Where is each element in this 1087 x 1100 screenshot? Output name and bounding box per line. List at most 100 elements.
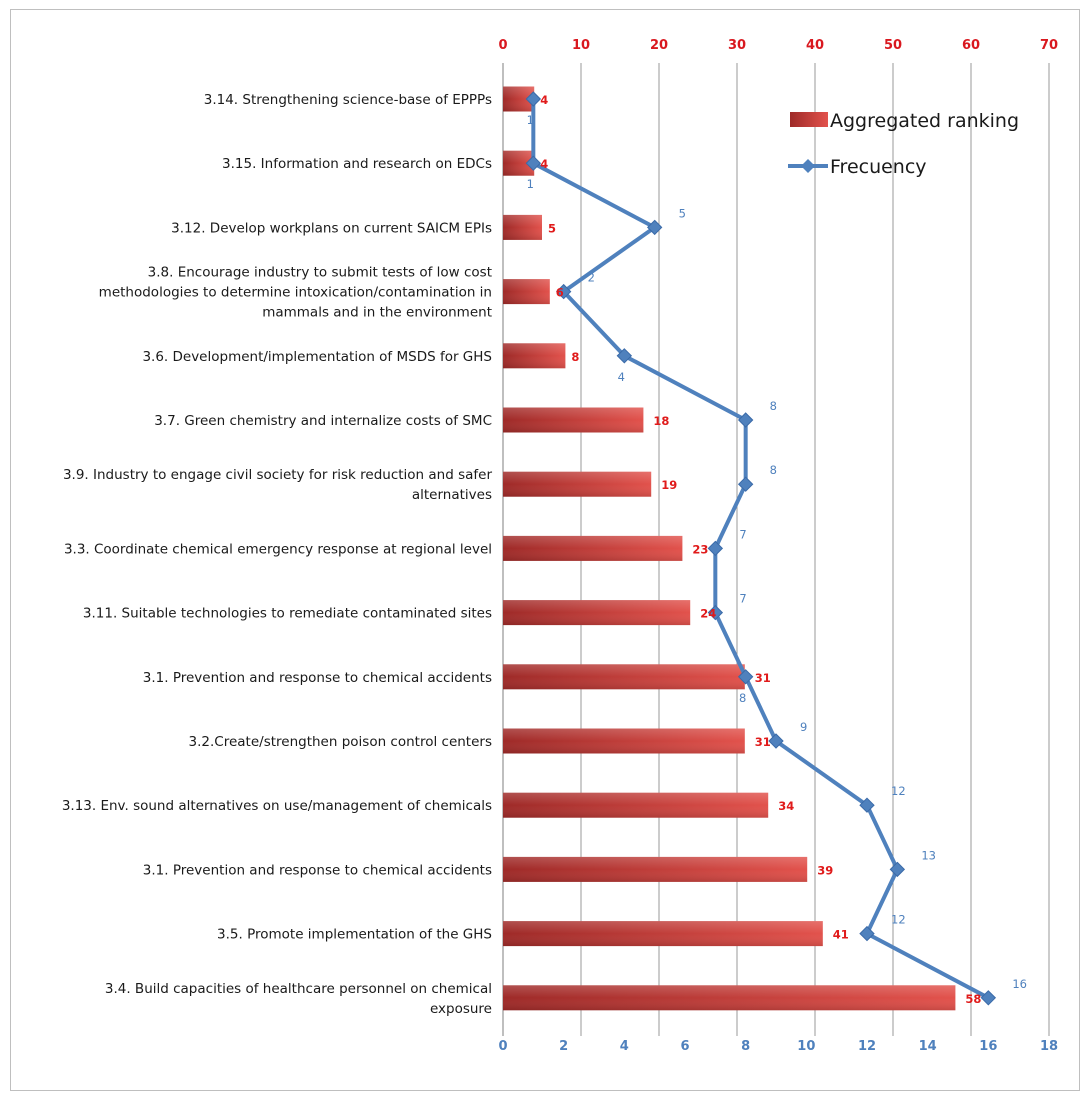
- point-value-label: 7: [739, 592, 746, 606]
- bar-shading: [503, 664, 745, 690]
- category-label: 3.3. Coordinate chemical emergency respo…: [64, 541, 492, 557]
- bottom-axis-tick-label: 6: [680, 1039, 689, 1054]
- point-value-label: 16: [1012, 977, 1027, 991]
- top-axis-tick-label: 70: [1040, 38, 1058, 53]
- bottom-axis-tick-label: 8: [741, 1039, 750, 1054]
- category-label: 3.2.Create/strengthen poison control cen…: [189, 734, 492, 750]
- category-label: 3.15. Information and research on EDCs: [222, 156, 492, 172]
- bar-value-label: 4: [540, 93, 548, 107]
- frecuency-marker: [707, 540, 724, 557]
- point-value-label: 12: [891, 913, 906, 927]
- category-label: 3.5. Promote implementation of the GHS: [217, 927, 492, 943]
- category-label: 3.9. Industry to engage civil society fo…: [63, 467, 492, 483]
- frecuency-marker: [707, 604, 724, 621]
- bar-shading: [503, 600, 691, 626]
- category-label: methodologies to determine intoxication/…: [99, 285, 492, 301]
- frecuency-marker: [525, 91, 542, 107]
- bottom-axis-tick-label: 18: [1040, 1039, 1058, 1054]
- point-value-label: 12: [891, 784, 906, 798]
- bar-shading: [503, 407, 644, 433]
- category-label: 3.4. Build capacities of healthcare pers…: [105, 981, 492, 997]
- top-axis-tick-label: 50: [884, 38, 902, 53]
- point-value-label: 9: [800, 720, 807, 734]
- frecuency-marker: [768, 733, 784, 749]
- frecuency-marker: [859, 925, 875, 942]
- category-label: alternatives: [412, 487, 492, 503]
- category-label: 3.6. Development/implementation of MSDS …: [142, 349, 492, 365]
- point-value-label: 8: [770, 463, 777, 477]
- frecuency-marker: [980, 990, 997, 1006]
- category-label: exposure: [430, 1001, 492, 1017]
- frecuency-marker: [525, 155, 542, 171]
- bar-value-label: 24: [700, 607, 716, 621]
- point-value-label: 7: [739, 527, 746, 541]
- bar-value-label: 19: [661, 478, 677, 492]
- point-value-label: 1: [527, 113, 534, 127]
- category-label: 3.1. Prevention and response to chemical…: [143, 862, 492, 878]
- bar-value-label: 4: [540, 157, 548, 171]
- bar-shading: [503, 343, 566, 369]
- point-value-label: 13: [921, 848, 936, 862]
- bottom-axis-tick-label: 14: [919, 1039, 937, 1054]
- frecuency-marker: [555, 283, 572, 300]
- bottom-axis-tick-label: 10: [797, 1039, 815, 1054]
- bar-value-label: 18: [653, 414, 669, 428]
- legend-label: Frecuency: [830, 156, 927, 178]
- bar-value-label: 34: [778, 799, 794, 813]
- frecuency-marker: [737, 412, 754, 428]
- top-axis-tick-label: 60: [962, 38, 980, 53]
- bottom-axis-tick-label: 12: [858, 1039, 876, 1054]
- top-axis-tick-label: 30: [728, 38, 746, 53]
- bar-value-label: 41: [833, 928, 849, 942]
- bar-shading: [503, 279, 550, 305]
- category-label: 3.13. Env. sound alternatives on use/man…: [62, 798, 492, 814]
- bottom-axis-tick-label: 16: [979, 1039, 997, 1054]
- bar-shading: [503, 471, 652, 497]
- bar-value-label: 23: [692, 542, 708, 556]
- bar-shading: [503, 792, 769, 818]
- bottom-axis-tick-label: 2: [559, 1039, 568, 1054]
- point-value-label: 1: [527, 177, 534, 191]
- bar-value-label: 31: [755, 735, 771, 749]
- frecuency-marker: [737, 476, 754, 492]
- category-label: 3.14. Strengthening science-base of EPPP…: [204, 92, 492, 108]
- category-label: 3.11. Suitable technologies to remediate…: [83, 606, 492, 622]
- frecuency-marker: [889, 861, 906, 878]
- point-value-label: 2: [588, 271, 595, 285]
- top-axis-tick-label: 40: [806, 38, 824, 53]
- bar-value-label: 5: [548, 221, 556, 235]
- point-value-label: 5: [679, 206, 686, 220]
- bar-shading: [503, 985, 956, 1011]
- bottom-axis-tick-label: 4: [620, 1039, 629, 1054]
- top-axis-tick-label: 10: [572, 38, 590, 53]
- category-label: 3.12. Develop workplans on current SAICM…: [171, 220, 492, 236]
- point-value-label: 8: [739, 691, 746, 705]
- bottom-axis-tick-label: 0: [498, 1039, 507, 1054]
- category-label: 3.7. Green chemistry and internalize cos…: [154, 413, 492, 429]
- bar-value-label: 6: [556, 286, 564, 300]
- legend-swatch-marker: [801, 159, 815, 173]
- category-label: 3.8. Encourage industry to submit tests …: [148, 265, 492, 281]
- category-label: mammals and in the environment: [262, 305, 492, 321]
- top-axis-tick-label: 0: [498, 38, 507, 53]
- frecuency-marker: [859, 797, 875, 813]
- bar-shading: [503, 921, 823, 947]
- bar-shading: [503, 856, 808, 882]
- bar-value-label: 8: [571, 350, 579, 364]
- frecuency-marker: [616, 348, 633, 364]
- bar-value-label: 39: [817, 863, 833, 877]
- legend-swatch-bar: [790, 112, 828, 127]
- category-label: 3.1. Prevention and response to chemical…: [143, 670, 492, 686]
- bar-shading: [503, 214, 542, 240]
- point-value-label: 4: [618, 370, 625, 384]
- frecuency-marker: [737, 669, 754, 685]
- point-value-label: 8: [770, 399, 777, 413]
- bar-value-label: 31: [755, 671, 771, 685]
- bar-value-label: 58: [965, 992, 981, 1006]
- top-axis-tick-label: 20: [650, 38, 668, 53]
- legend: Aggregated ranking Frecuency: [788, 110, 1019, 178]
- bar-shading: [503, 535, 683, 561]
- frecuency-marker: [646, 219, 663, 236]
- legend-label: Aggregated ranking: [830, 110, 1019, 132]
